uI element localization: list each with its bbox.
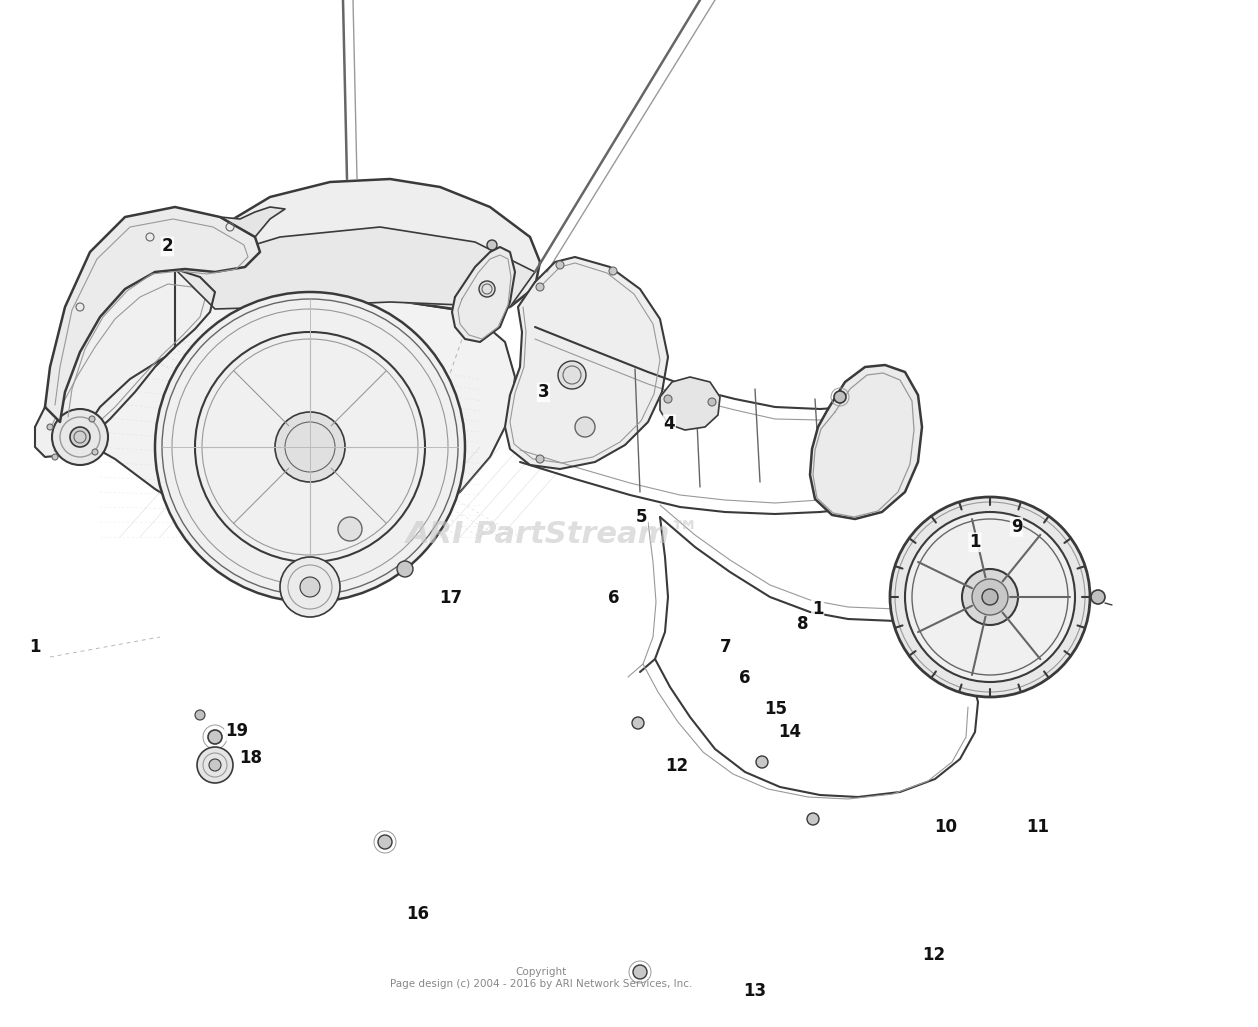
Circle shape [52,409,108,465]
Text: 13: 13 [743,982,766,1000]
Text: 7: 7 [720,638,732,656]
Text: 9: 9 [1010,518,1023,536]
Circle shape [92,449,98,455]
Polygon shape [452,248,515,342]
Text: 3: 3 [537,383,550,402]
Circle shape [487,240,497,250]
Text: 16: 16 [406,905,429,923]
Circle shape [52,454,58,460]
Circle shape [556,261,564,269]
Circle shape [89,416,96,422]
Circle shape [1091,589,1105,604]
Circle shape [889,497,1089,697]
Circle shape [195,710,205,720]
Text: 2: 2 [161,237,174,256]
Circle shape [377,835,392,849]
Text: 11: 11 [1027,817,1049,836]
Circle shape [479,281,494,297]
Circle shape [276,412,345,482]
Circle shape [536,455,543,463]
Text: 19: 19 [225,722,248,740]
Circle shape [905,512,1076,682]
Text: 5: 5 [635,507,648,526]
Circle shape [338,517,362,541]
Text: 14: 14 [779,723,801,741]
Circle shape [281,557,340,617]
Circle shape [299,577,320,597]
Text: 17: 17 [439,588,462,607]
Text: 10: 10 [935,817,957,836]
Circle shape [834,391,845,403]
Circle shape [70,427,91,447]
Circle shape [972,579,1008,615]
Polygon shape [81,269,515,542]
Text: 1: 1 [811,600,824,618]
Polygon shape [175,179,540,312]
Text: 1: 1 [29,638,42,656]
Circle shape [155,292,465,602]
Text: 6: 6 [738,669,751,687]
Circle shape [208,730,221,744]
Text: 1: 1 [969,533,981,551]
Circle shape [209,759,221,771]
Polygon shape [810,365,922,519]
Circle shape [982,589,998,605]
Circle shape [664,395,672,403]
Text: 12: 12 [922,946,945,964]
Circle shape [609,267,616,275]
Circle shape [536,283,543,291]
Text: 12: 12 [665,757,688,775]
Circle shape [559,362,586,389]
Circle shape [632,717,644,729]
Text: ARI PartStream™: ARI PartStream™ [406,520,701,548]
Text: 4: 4 [663,415,676,433]
Polygon shape [504,257,668,469]
Polygon shape [660,377,720,430]
Circle shape [47,424,53,430]
Circle shape [756,756,767,768]
Circle shape [633,965,647,979]
Circle shape [398,561,413,577]
Text: 18: 18 [239,749,262,767]
Text: 15: 15 [765,699,788,718]
Circle shape [708,398,716,406]
Polygon shape [45,207,260,422]
Circle shape [962,569,1018,625]
Polygon shape [220,207,286,237]
Circle shape [198,747,233,783]
Text: 8: 8 [796,615,809,634]
Polygon shape [35,269,215,457]
Text: 6: 6 [608,588,620,607]
Text: Copyright
Page design (c) 2004 - 2016 by ARI Network Services, Inc.: Copyright Page design (c) 2004 - 2016 by… [390,966,692,989]
Circle shape [575,417,595,438]
Circle shape [806,813,819,825]
Polygon shape [175,227,535,309]
